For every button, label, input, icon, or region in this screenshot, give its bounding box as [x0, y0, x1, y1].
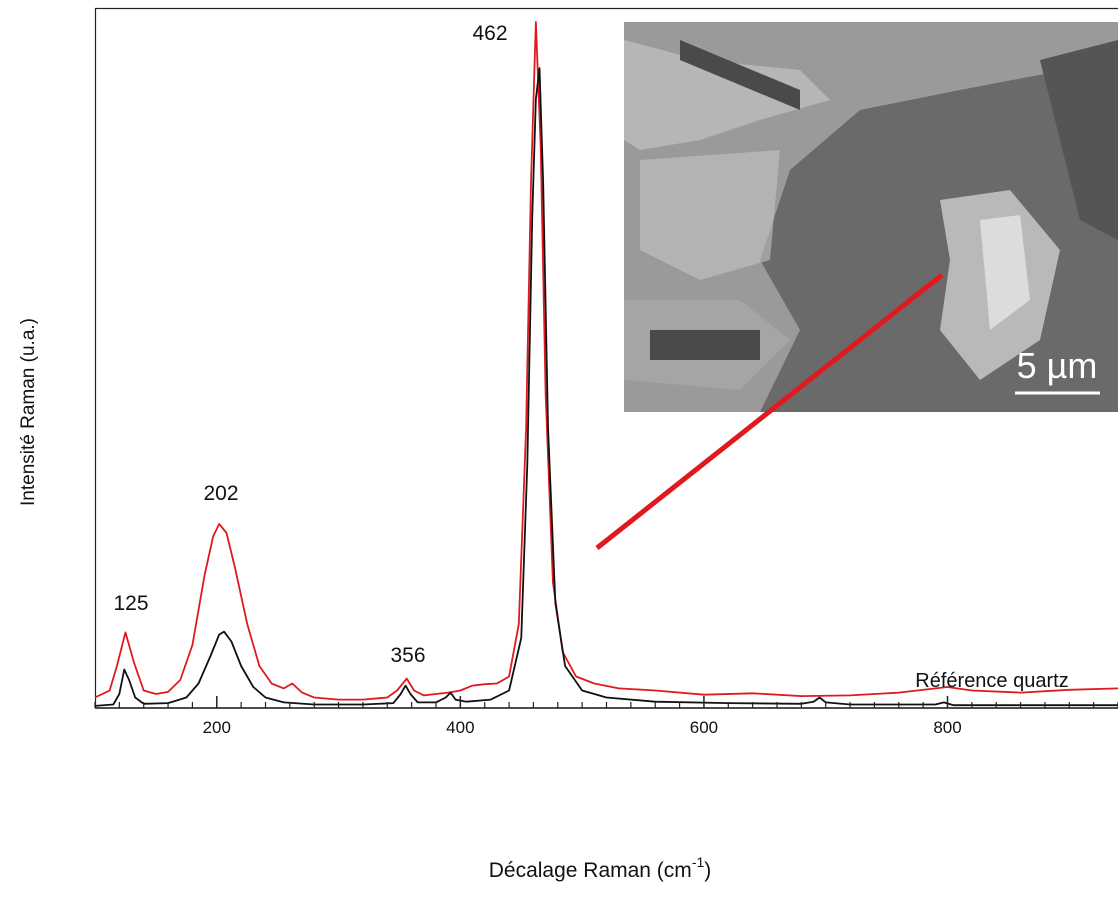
dendrite-bright	[624, 40, 830, 150]
dark-lath	[680, 40, 800, 110]
peak-label: 462	[472, 22, 507, 45]
y-axis-title: Intensité Raman (u.a.)	[18, 318, 39, 506]
dark-lath	[650, 330, 760, 360]
peak-label: 356	[390, 644, 425, 667]
x-axis-title-end: )	[704, 859, 711, 882]
pointer-line	[595, 273, 944, 550]
series-label: Référence quartz	[915, 670, 1068, 692]
sem-inset: 5 µm	[624, 22, 1118, 412]
x-tick-label: 600	[690, 718, 718, 737]
x-axis-title: Décalage Raman (cm-1)	[489, 854, 712, 882]
peak-label: 202	[203, 482, 238, 505]
spectrum-line	[94, 21, 1118, 701]
peak-label: 125	[113, 592, 148, 615]
dark-grain	[1040, 40, 1118, 240]
dendrite-bright	[640, 150, 780, 280]
x-tick-label: 800	[933, 718, 961, 737]
x-axis-title-sup: -1	[692, 854, 705, 870]
x-tick-label: 400	[446, 718, 474, 737]
x-axis-title-main: Décalage Raman (cm	[489, 859, 692, 882]
spectrum-line	[94, 67, 1118, 707]
x-tick-label: 200	[203, 718, 231, 737]
bright-core	[980, 215, 1030, 330]
scale-label: 5 µm	[1017, 345, 1098, 386]
